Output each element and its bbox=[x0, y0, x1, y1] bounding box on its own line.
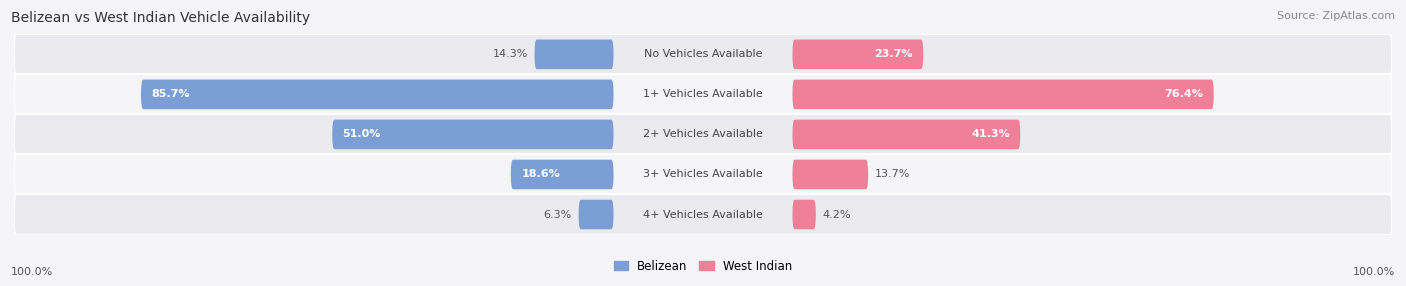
FancyBboxPatch shape bbox=[793, 120, 1021, 149]
Text: 41.3%: 41.3% bbox=[972, 130, 1010, 139]
FancyBboxPatch shape bbox=[14, 34, 1392, 75]
Text: Source: ZipAtlas.com: Source: ZipAtlas.com bbox=[1277, 11, 1395, 21]
Text: 85.7%: 85.7% bbox=[152, 90, 190, 99]
FancyBboxPatch shape bbox=[793, 80, 1213, 109]
Text: 100.0%: 100.0% bbox=[1353, 267, 1395, 277]
FancyBboxPatch shape bbox=[332, 120, 613, 149]
Text: 76.4%: 76.4% bbox=[1164, 90, 1204, 99]
Text: 14.3%: 14.3% bbox=[492, 49, 527, 59]
FancyBboxPatch shape bbox=[14, 194, 1392, 235]
Text: 1+ Vehicles Available: 1+ Vehicles Available bbox=[643, 90, 763, 99]
FancyBboxPatch shape bbox=[141, 80, 613, 109]
FancyBboxPatch shape bbox=[14, 74, 1392, 115]
Text: 51.0%: 51.0% bbox=[343, 130, 381, 139]
Text: 6.3%: 6.3% bbox=[544, 210, 572, 219]
Text: Belizean vs West Indian Vehicle Availability: Belizean vs West Indian Vehicle Availabi… bbox=[11, 11, 311, 25]
Text: 2+ Vehicles Available: 2+ Vehicles Available bbox=[643, 130, 763, 139]
Text: 100.0%: 100.0% bbox=[11, 267, 53, 277]
FancyBboxPatch shape bbox=[793, 39, 924, 69]
Text: 4.2%: 4.2% bbox=[823, 210, 851, 219]
FancyBboxPatch shape bbox=[793, 200, 815, 229]
Text: 4+ Vehicles Available: 4+ Vehicles Available bbox=[643, 210, 763, 219]
FancyBboxPatch shape bbox=[14, 114, 1392, 155]
Text: 18.6%: 18.6% bbox=[522, 170, 560, 179]
FancyBboxPatch shape bbox=[579, 200, 613, 229]
Text: 23.7%: 23.7% bbox=[875, 49, 912, 59]
Legend: Belizean, West Indian: Belizean, West Indian bbox=[613, 260, 793, 273]
Text: 13.7%: 13.7% bbox=[875, 170, 910, 179]
Text: No Vehicles Available: No Vehicles Available bbox=[644, 49, 762, 59]
FancyBboxPatch shape bbox=[510, 160, 613, 189]
FancyBboxPatch shape bbox=[793, 160, 868, 189]
FancyBboxPatch shape bbox=[534, 39, 613, 69]
FancyBboxPatch shape bbox=[14, 154, 1392, 195]
Text: 3+ Vehicles Available: 3+ Vehicles Available bbox=[643, 170, 763, 179]
